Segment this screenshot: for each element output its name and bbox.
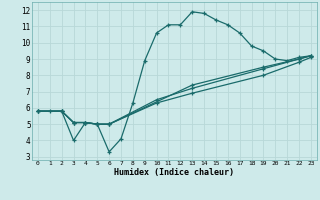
X-axis label: Humidex (Indice chaleur): Humidex (Indice chaleur)	[115, 168, 234, 177]
